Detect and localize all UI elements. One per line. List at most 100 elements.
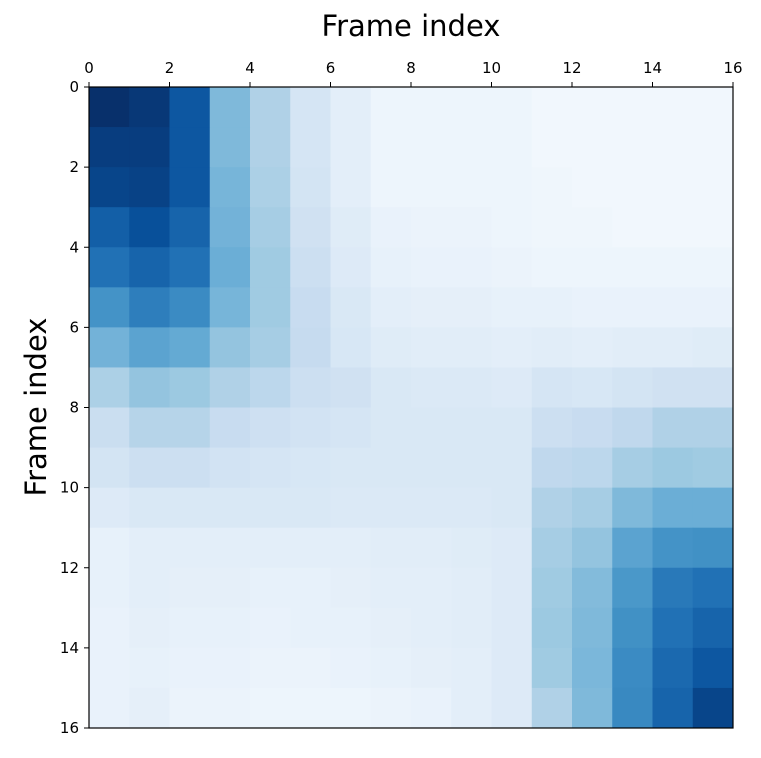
x-tick-label: 10 [482, 59, 501, 77]
heatmap-cell [209, 647, 251, 689]
y-tick-label: 14 [60, 639, 79, 657]
heatmap-cell [330, 207, 372, 248]
heatmap-cell [692, 607, 734, 649]
heatmap-cell [652, 567, 694, 609]
heatmap-cell [652, 367, 694, 408]
heatmap-cell [451, 87, 492, 128]
heatmap-cell [652, 247, 694, 288]
heatmap-cell [250, 287, 291, 328]
heatmap-cell [612, 87, 653, 128]
heatmap-cell [370, 87, 412, 128]
heatmap-cell [290, 167, 331, 208]
heatmap-cell [209, 287, 251, 328]
heatmap-cell [169, 527, 211, 569]
heatmap-cell [652, 607, 694, 649]
heatmap-cell [652, 287, 694, 328]
heatmap-cell [330, 407, 372, 449]
x-axis-label: Frame index [322, 9, 501, 43]
heatmap-cell [531, 567, 573, 609]
x-tick-label: 6 [326, 59, 336, 77]
heatmap-cell [370, 567, 412, 609]
heatmap-cell [612, 607, 653, 649]
heatmap-cell [129, 567, 170, 609]
heatmap-cell [370, 367, 412, 408]
heatmap-cell [451, 127, 492, 168]
x-tick-label: 4 [245, 59, 255, 77]
heatmap-cell [370, 447, 412, 489]
x-tick-label: 12 [562, 59, 581, 77]
heatmap-cell [89, 567, 130, 609]
heatmap-cell [411, 567, 452, 609]
heatmap-cell [169, 87, 211, 128]
heatmap-cell [370, 327, 412, 368]
heatmap-cell [250, 487, 291, 529]
heatmap-cell [491, 87, 533, 128]
heatmap-cell [169, 567, 211, 609]
heatmap-cell [612, 167, 653, 208]
heatmap-cell [692, 687, 734, 729]
heatmap-cell [209, 87, 251, 128]
heatmap-cell [370, 407, 412, 449]
heatmap-cell [652, 327, 694, 368]
heatmap-cell [491, 247, 533, 288]
heatmap-cell [250, 607, 291, 649]
heatmap-cell [89, 287, 130, 328]
heatmap-cell [89, 167, 130, 208]
heatmap-cell [652, 527, 694, 569]
heatmap-cell [572, 167, 613, 208]
heatmap-cell [169, 127, 211, 168]
heatmap-cell [531, 607, 573, 649]
heatmap-cell [572, 687, 613, 729]
heatmap-cell [250, 447, 291, 489]
heatmap-cell [89, 247, 130, 288]
heatmap-cell [129, 247, 170, 288]
heatmap-cell [612, 247, 653, 288]
heatmap-cell [612, 367, 653, 408]
heatmap-cell [290, 607, 331, 649]
heatmap-cell [692, 327, 734, 368]
heatmap-cell [692, 207, 734, 248]
heatmap-cell [290, 487, 331, 529]
heatmap-cell [411, 87, 452, 128]
heatmap-cell [209, 127, 251, 168]
heatmap-cell [330, 527, 372, 569]
heatmap-cell [169, 687, 211, 729]
heatmap-cell [491, 207, 533, 248]
heatmap-cell [451, 607, 492, 649]
heatmap-cell [572, 527, 613, 569]
heatmap-cell [612, 407, 653, 449]
heatmap-cell [451, 487, 492, 529]
heatmap-cell [290, 327, 331, 368]
y-tick-label: 6 [69, 318, 79, 336]
heatmap-cell [491, 607, 533, 649]
heatmap-cell [330, 367, 372, 408]
heatmap-cell [411, 167, 452, 208]
y-tick-label: 16 [60, 719, 79, 737]
heatmap-cell [370, 687, 412, 729]
heatmap-cell [451, 327, 492, 368]
heatmap-cell [572, 567, 613, 609]
heatmap-cell [451, 527, 492, 569]
heatmap-cell [572, 487, 613, 529]
heatmap-cell [169, 647, 211, 689]
heatmap-cell [89, 327, 130, 368]
heatmap-cell [370, 207, 412, 248]
heatmap-cell [652, 127, 694, 168]
heatmap-cell [330, 127, 372, 168]
heatmap-cell [451, 167, 492, 208]
heatmap-cell [209, 607, 251, 649]
x-tick-label: 2 [165, 59, 175, 77]
heatmap-cell [330, 327, 372, 368]
heatmap-cell [290, 367, 331, 408]
heatmap-cell [330, 247, 372, 288]
heatmap-cell [411, 327, 452, 368]
heatmap-cell [692, 87, 734, 128]
heatmap-cell [370, 167, 412, 208]
heatmap-cell [330, 447, 372, 489]
heatmap-cell [89, 127, 130, 168]
heatmap-cell [531, 527, 573, 569]
heatmap-cell [491, 567, 533, 609]
heatmap-cell [129, 87, 170, 128]
heatmap-cell [692, 407, 734, 449]
